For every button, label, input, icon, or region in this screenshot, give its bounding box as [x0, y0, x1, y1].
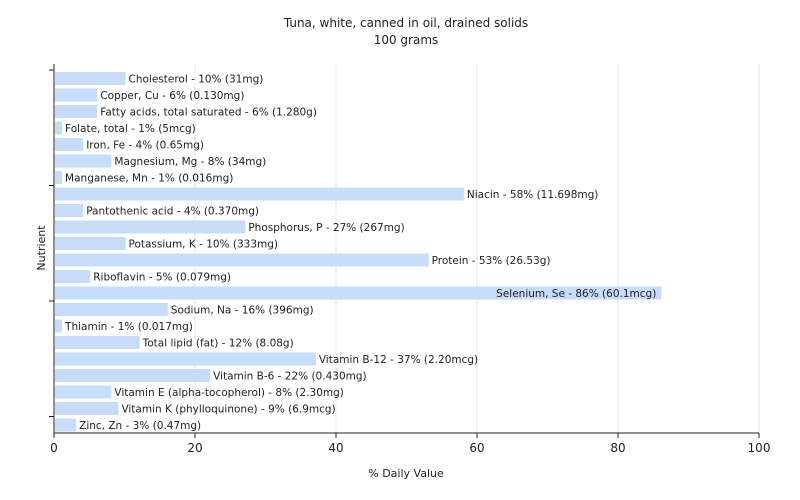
bar-21 — [55, 418, 77, 432]
x-tick-label-60: 60 — [469, 441, 484, 455]
bar-label-3: Folate, total - 1% (5mcg) — [65, 123, 196, 135]
bar-19 — [55, 385, 112, 399]
bar-4 — [55, 138, 84, 151]
bar-10 — [55, 237, 126, 250]
bar-20 — [55, 402, 119, 415]
x-axis-title: % Daily Value — [368, 467, 444, 480]
axes — [49, 64, 760, 438]
bar-12 — [55, 270, 91, 283]
bars: Cholesterol - 10% (31mg) Copper, Cu - 6% … — [55, 72, 662, 432]
x-tick-label-0: 0 — [50, 441, 58, 455]
bar-17 — [55, 352, 316, 366]
bar-label-10: Potassium, K - 10% (333mg) — [129, 239, 279, 251]
bar-label-7: Niacin - 58% (11.698mg) — [467, 189, 599, 201]
bar-2 — [55, 105, 98, 118]
bar-label-19: Vitamin E (alpha-tocopherol) - 8% (2.30m… — [114, 387, 344, 399]
bar-1 — [55, 88, 98, 102]
bar-15 — [55, 319, 63, 333]
bar-label-4: Iron, Fe - 4% (0.65mg) — [86, 140, 204, 152]
bar-18 — [55, 369, 211, 382]
bar-7 — [55, 187, 464, 201]
y-axis-title: Nutrient — [35, 225, 48, 271]
bar-label-21: Zinc, Zn - 3% (0.47mg) — [79, 420, 201, 432]
bar-label-16: Total lipid (fat) - 12% (8.08g) — [142, 338, 294, 350]
bar-label-2: Fatty acids, total saturated - 6% (1.280… — [100, 107, 317, 119]
bar-11 — [55, 253, 429, 267]
bar-6 — [55, 171, 63, 184]
x-tick-label-20: 20 — [187, 441, 202, 455]
bar-label-8: Pantothenic acid - 4% (0.370mg) — [86, 206, 259, 218]
bar-label-18: Vitamin B-6 - 22% (0.430mg) — [213, 371, 367, 383]
x-tick-labels: 0 20 40 60 80 100 — [50, 441, 770, 455]
x-tick-label-40: 40 — [328, 441, 343, 455]
bar-label-20: Vitamin K (phylloquinone) - 9% (6.9mcg) — [121, 404, 335, 416]
x-tick-label-80: 80 — [610, 441, 625, 455]
bar-label-0: Cholesterol - 10% (31mg) — [129, 74, 264, 86]
bar-9 — [55, 220, 246, 234]
bar-label-13: Selenium, Se - 86% (60.1mcg) — [496, 288, 656, 300]
bar-label-14: Sodium, Na - 16% (396mg) — [171, 305, 314, 317]
chart-subtitle: 100 grams — [374, 33, 439, 47]
bar-14 — [55, 303, 168, 316]
x-tick-label-100: 100 — [748, 441, 771, 455]
bar-label-17: Vitamin B-12 - 37% (2.20mcg) — [319, 354, 478, 366]
bar-3 — [55, 121, 63, 135]
bar-label-15: Thiamin - 1% (0.017mg) — [64, 321, 193, 333]
bar-label-12: Riboflavin - 5% (0.079mg) — [93, 272, 231, 284]
bar-16 — [55, 336, 140, 349]
bar-label-1: Copper, Cu - 6% (0.130mg) — [100, 90, 244, 102]
bar-label-6: Manganese, Mn - 1% (0.016mg) — [65, 173, 233, 185]
bar-8 — [55, 204, 84, 217]
bar-label-5: Magnesium, Mg - 8% (34mg) — [114, 156, 266, 168]
bar-13 — [55, 286, 662, 300]
bar-label-11: Protein - 53% (26.53g) — [432, 255, 551, 267]
chart-title: Tuna, white, canned in oil, drained soli… — [283, 16, 528, 30]
bar-label-9: Phosphorus, P - 27% (267mg) — [248, 222, 404, 234]
bar-0 — [55, 72, 126, 85]
bar-5 — [55, 154, 112, 168]
